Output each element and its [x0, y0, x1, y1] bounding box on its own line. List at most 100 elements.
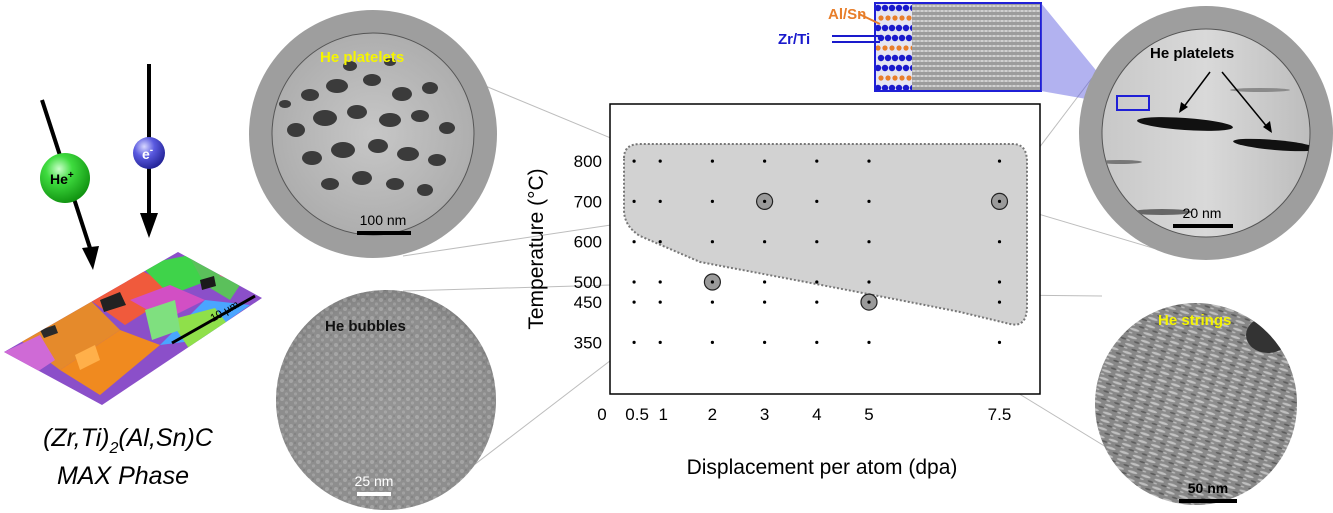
- grid-point: [632, 280, 636, 284]
- x-tick-label: 7.5: [988, 405, 1012, 424]
- grid-point: [815, 240, 819, 244]
- platelet-cavities: [279, 58, 455, 196]
- grid-point: [632, 199, 636, 203]
- zr-ti-atom: [875, 24, 882, 32]
- grid-point: [763, 240, 767, 244]
- x-tick-label: 2: [708, 405, 717, 424]
- layer-label-al-sn: Al/Sn: [828, 6, 866, 23]
- grid-point: [997, 340, 1002, 344]
- grid-point: [815, 280, 819, 284]
- grid-point: [632, 240, 636, 244]
- grid-point: [658, 240, 662, 244]
- al-sn-atom: [875, 45, 881, 51]
- al-sn-atom: [903, 45, 909, 51]
- electron-label: e-: [142, 145, 153, 162]
- panel-label-bottom-right: He strings: [1158, 312, 1231, 329]
- al-sn-atom: [892, 75, 898, 81]
- zr-ti-atom: [909, 24, 912, 32]
- zr-ti-atom: [875, 84, 882, 91]
- panel-label-bottom-left: He bubbles: [325, 318, 406, 335]
- grid-point: [710, 240, 715, 244]
- grid-point: [658, 340, 662, 344]
- al-sn-atom: [892, 15, 898, 21]
- scale-label-top-right: 20 nm: [1183, 205, 1222, 221]
- zr-ti-atom: [902, 24, 910, 32]
- al-sn-atom: [885, 75, 891, 81]
- x-tick-label: 0.5: [625, 405, 649, 424]
- zr-ti-atom: [909, 4, 912, 12]
- y-axis-label: Temperature (°C): [525, 168, 548, 329]
- y-tick-label: 800: [574, 152, 602, 171]
- ion-beam: He+: [40, 99, 99, 270]
- grid-point: [710, 199, 715, 203]
- zr-ti-atom: [875, 64, 882, 72]
- highlighted-point-center: [710, 280, 715, 284]
- grid-point: [658, 280, 662, 284]
- zoom-wedge: [1041, 3, 1149, 110]
- panel-label-top-left: He platelets: [320, 49, 404, 66]
- platelet-streaks: [1102, 88, 1310, 215]
- al-sn-atom: [906, 15, 912, 21]
- tem-panel-bottom-left: He bubbles 25 nm: [276, 290, 496, 510]
- grid-point: [763, 300, 767, 304]
- y-tick-label: 700: [574, 192, 602, 211]
- grid-point: [710, 340, 715, 344]
- grid-point: [815, 300, 819, 304]
- zr-ti-atom: [891, 34, 899, 42]
- zr-ti-atom: [895, 4, 903, 12]
- grid-point: [815, 199, 819, 203]
- zr-ti-atom: [898, 54, 906, 62]
- tem-panel-bottom-right: He strings 50 nm: [1095, 303, 1297, 505]
- grid-point: [997, 280, 1002, 284]
- material-formula: (Zr,Ti)2(Al,Sn)C: [43, 424, 214, 457]
- scale-label-bottom-left: 25 nm: [355, 473, 394, 489]
- highlighted-point-center: [763, 199, 767, 203]
- layer-label-zr-ti: Zr/Ti: [778, 31, 810, 48]
- al-sn-atom: [889, 45, 895, 51]
- zr-ti-atom: [902, 64, 910, 72]
- al-sn-atom: [896, 45, 902, 51]
- grid-point: [867, 240, 871, 244]
- grid-point: [632, 340, 636, 344]
- grid-point: [815, 340, 819, 344]
- zr-ti-atom: [909, 84, 912, 91]
- crystal-structure-inset: Al/Sn Zr/Ti: [778, 2, 1042, 92]
- al-sn-atom: [910, 45, 912, 51]
- zr-ti-atom: [902, 4, 910, 12]
- zr-ti-atom: [905, 54, 912, 62]
- zr-ti-atom: [888, 84, 896, 91]
- grid-point: [658, 199, 662, 203]
- al-sn-atom: [899, 75, 905, 81]
- grid-point: [632, 159, 636, 163]
- x-tick-label: 0: [597, 405, 606, 424]
- atom-layers: [875, 4, 912, 91]
- grid-point: [867, 340, 871, 344]
- zr-ti-atom: [895, 24, 903, 32]
- grid-point: [632, 300, 636, 304]
- zoom-box: [1116, 95, 1150, 111]
- zr-ti-atom: [875, 4, 882, 12]
- platelet-formation-region: [623, 143, 1028, 326]
- zr-ti-atom: [877, 54, 885, 62]
- zr-ti-atom: [902, 84, 910, 91]
- scale-label-bottom-right: 50 nm: [1188, 480, 1228, 496]
- grid-point: [867, 159, 871, 163]
- x-tick-label: 5: [864, 405, 873, 424]
- zr-ti-atom: [884, 54, 892, 62]
- zr-ti-atom: [881, 64, 889, 72]
- highlighted-points: [703, 192, 1009, 311]
- grid-point: [658, 300, 662, 304]
- grid-point: [997, 300, 1002, 304]
- panel-label-top-right: He platelets: [1150, 45, 1234, 62]
- zr-ti-atom: [905, 34, 912, 42]
- x-tick-label: 3: [760, 405, 769, 424]
- zr-ti-atom: [895, 64, 903, 72]
- al-sn-atom: [885, 15, 891, 21]
- x-axis-label: Displacement per atom (dpa): [687, 456, 958, 479]
- grid-point: [658, 159, 662, 163]
- grid-point: [997, 240, 1002, 244]
- al-sn-atom: [878, 15, 884, 21]
